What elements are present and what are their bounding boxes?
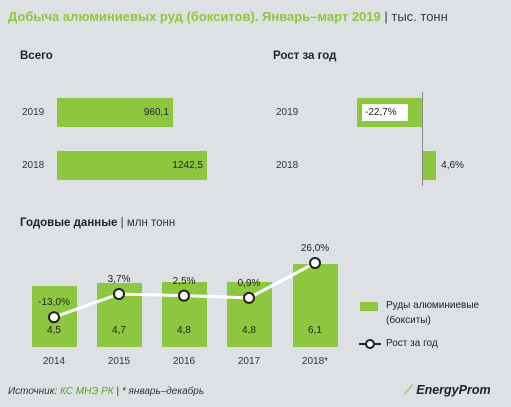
total-section-title: Всего [20, 50, 53, 62]
growth-line-point [243, 291, 255, 304]
growth-line-value-label: -13,0% [38, 297, 70, 309]
title-unit: тыс. тонн [391, 9, 448, 24]
growth-value-label: -22,7% [365, 107, 397, 118]
growth-line-value-label: 0,9% [237, 277, 261, 289]
annual-category-label: 2015 [107, 356, 131, 367]
annual-category-label: 2017 [237, 356, 261, 367]
growth-line-value-label: 2,5% [172, 275, 196, 287]
title-separator: | [384, 9, 392, 24]
total-value-label: 1242,5 [172, 160, 203, 171]
energyprom-logo: ⟋ EnergyProm [404, 383, 491, 398]
source-note: Источник: КС МНЭ РК | * январь–декабрь [8, 386, 204, 397]
footnote: * январь–декабрь [121, 386, 205, 397]
annual-bar-value-label: 6,1 [308, 325, 322, 336]
annual-bar-value-label: 4,5 [47, 325, 61, 336]
total-value-label: 960,1 [143, 107, 169, 118]
logo-icon: ⟋ [404, 383, 413, 397]
growth-line-point [178, 289, 190, 302]
growth-label-bg [362, 104, 408, 121]
annual-bar [292, 264, 338, 347]
legend-line-label: Рост за год [386, 338, 438, 349]
growth-line-point [48, 311, 60, 324]
growth-line-value-label: 26,0% [300, 243, 330, 254]
growth-section-title: Рост за год [273, 50, 337, 62]
annual-category-label: 2016 [172, 356, 196, 367]
growth-value-label: 4,6% [441, 160, 464, 171]
growth-category-label: 2018 [276, 160, 299, 171]
annual-category-label: 2018* [301, 356, 329, 367]
title-text: Добыча алюминиевых руд (бокситов). Январ… [8, 9, 381, 24]
growth-bar [423, 151, 437, 180]
growth-line-point [309, 257, 321, 269]
footer-separator: | [116, 386, 122, 397]
annual-section-title: Годовые данные | млн тонн [20, 217, 175, 229]
growth-line-value-label: 3,7% [107, 274, 131, 285]
total-bar [57, 151, 207, 180]
annual-bar-value-label: 4,8 [242, 325, 256, 336]
annual-category-label: 2014 [42, 356, 66, 367]
total-category-label: 2019 [22, 107, 45, 118]
total-category-label: 2018 [22, 160, 45, 171]
growth-line-point [113, 288, 125, 300]
source-value: КС МНЭ РК [60, 386, 114, 397]
source-label: Источник: [8, 386, 58, 397]
logo-text: EnergyProm [416, 383, 491, 397]
chart-title: Добыча алюминиевых руд (бокситов). Январ… [8, 9, 448, 24]
annual-unit-separator: | [117, 217, 127, 229]
growth-category-label: 2019 [276, 107, 299, 118]
legend-bar-label: Руды алюминиевые (бокситы) [386, 300, 480, 326]
annual-bar-value-label: 4,8 [177, 325, 191, 336]
annual-unit: млн тонн [126, 217, 176, 229]
legend-bar-swatch [360, 302, 378, 311]
annual-title-text: Годовые данные [20, 217, 118, 229]
footer [0, 378, 511, 407]
growth-zero-line [422, 92, 423, 186]
annual-bar-value-label: 4,7 [112, 325, 126, 336]
total-bar [57, 98, 173, 127]
